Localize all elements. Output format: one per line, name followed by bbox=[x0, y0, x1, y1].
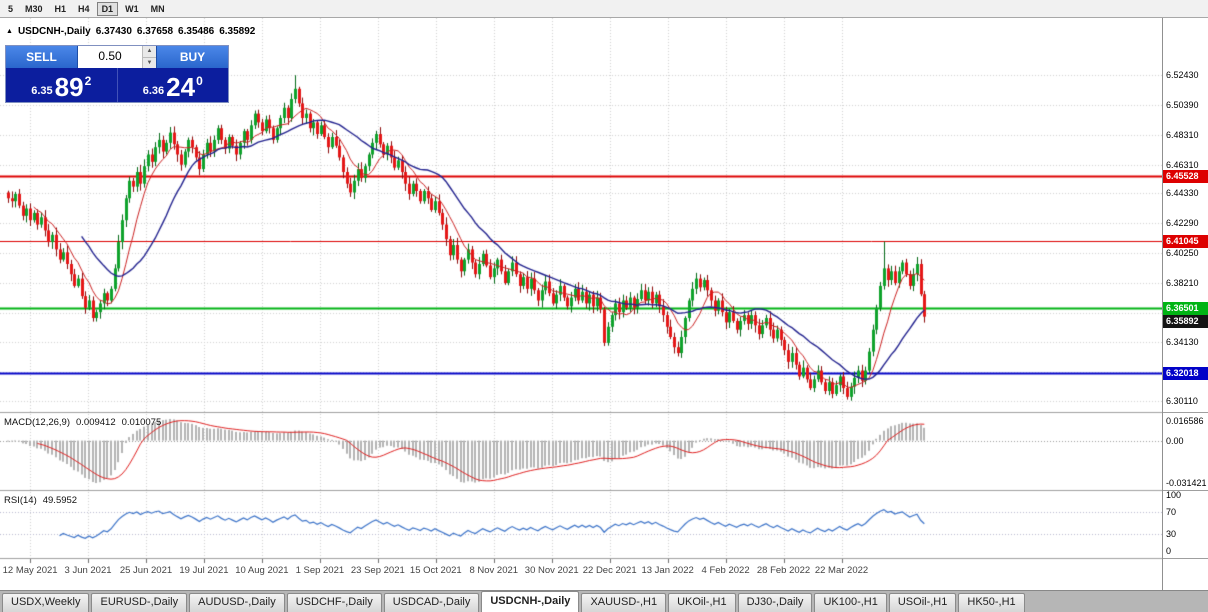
price-axis: 6.52430 6.50390 6.48310 6.46310 6.44330 6.422… bbox=[1162, 18, 1208, 590]
timeframe-button-mn[interactable]: MN bbox=[150, 3, 165, 14]
rsi-value: 49.5952 bbox=[42, 495, 78, 506]
price-axis-tick: 6.48310 bbox=[1166, 130, 1199, 140]
symbol-marker-icon: ▲ bbox=[6, 28, 13, 35]
ask-price-pip: 0 bbox=[196, 74, 203, 88]
symbol-title: USDCNH-,Daily bbox=[17, 26, 91, 37]
ask-price[interactable]: 6.36 24 0 bbox=[118, 68, 229, 102]
price-level-label: 6.45528 bbox=[1163, 170, 1208, 183]
price-axis-tick: 6.42290 bbox=[1166, 218, 1199, 228]
date-axis-label: 15 Oct 2021 bbox=[409, 565, 462, 576]
ohlc-close: 6.35892 bbox=[219, 26, 256, 37]
rsi-indicator-label: RSI(14) 49.5952 bbox=[4, 495, 77, 506]
macd-indicator-label: MACD(12,26,9) 0.009412 0.010075 bbox=[4, 417, 161, 428]
bid-price-prefix: 6.35 bbox=[31, 85, 53, 97]
date-axis-label: 25 Jun 2021 bbox=[119, 565, 173, 576]
chart-tabs-bar: USDX,Weekly EURUSD-,Daily AUDUSD-,Daily USD… bbox=[0, 590, 1208, 612]
panel-divider[interactable] bbox=[1163, 412, 1208, 413]
sell-button[interactable]: SELL bbox=[6, 46, 78, 68]
ask-price-big: 24 bbox=[166, 72, 196, 102]
date-axis-label: 1 Sep 2021 bbox=[295, 565, 345, 576]
trade-prices-row: 6.35 89 2 6.36 24 0 bbox=[6, 68, 228, 102]
volume-increase-button[interactable]: ▲ bbox=[143, 46, 156, 58]
panel-divider[interactable] bbox=[1163, 490, 1208, 491]
chart-window: ▲ USDCNH-,Daily 6.37430 6.37658 6.35486 … bbox=[0, 18, 1208, 590]
timeframe-button-m30[interactable]: M30 bbox=[25, 3, 43, 14]
price-axis-tick: 6.40250 bbox=[1166, 248, 1199, 258]
date-axis-label: 8 Nov 2021 bbox=[469, 565, 519, 576]
rsi-axis-100: 100 bbox=[1166, 490, 1182, 500]
chart-tab-eurusd-daily[interactable]: EURUSD-,Daily bbox=[91, 593, 188, 612]
buy-button[interactable]: BUY bbox=[156, 46, 228, 68]
chart-ohlc-header: ▲ USDCNH-,Daily 6.37430 6.37658 6.35486 … bbox=[6, 26, 255, 37]
date-axis-label: 19 Jul 2021 bbox=[179, 565, 229, 576]
macd-axis-max: 0.016586 bbox=[1166, 416, 1204, 426]
rsi-axis-30: 30 bbox=[1166, 529, 1177, 539]
chart-tab-ukoil-h1[interactable]: UKOil-,H1 bbox=[668, 593, 736, 612]
panel-divider[interactable] bbox=[1163, 558, 1208, 559]
macd-signal-value: 0.010075 bbox=[121, 417, 162, 428]
date-axis-label: 30 Nov 2021 bbox=[524, 565, 579, 576]
bid-price-big: 89 bbox=[54, 72, 84, 102]
price-level-label: 6.36501 bbox=[1163, 302, 1208, 315]
price-axis-tick: 6.34130 bbox=[1166, 337, 1199, 347]
price-axis-tick: 6.52430 bbox=[1166, 70, 1199, 80]
date-axis-label: 22 Mar 2022 bbox=[814, 565, 869, 576]
rsi-axis-0: 0 bbox=[1166, 546, 1172, 556]
price-axis-tick: 6.44330 bbox=[1166, 188, 1199, 198]
rsi-title: RSI(14) bbox=[4, 495, 37, 506]
chart-tab-usdcnh-daily[interactable]: USDCNH-,Daily bbox=[481, 591, 580, 612]
date-axis-label: 13 Jan 2022 bbox=[641, 565, 694, 576]
timeframe-toolbar: 5 M30 H1 H4 D1 W1 MN bbox=[0, 0, 1208, 18]
trade-buttons-row: SELL 0.50 ▲ ▼ BUY bbox=[6, 46, 228, 68]
chart-tab-dj30-daily[interactable]: DJ30-,Daily bbox=[737, 593, 813, 612]
one-click-trading-panel: SELL 0.50 ▲ ▼ BUY 6.35 89 2 6.36 24 0 bbox=[5, 45, 229, 103]
timeframe-button-5[interactable]: 5 bbox=[8, 3, 14, 14]
ask-price-prefix: 6.36 bbox=[142, 85, 165, 97]
macd-main-value: 0.009412 bbox=[76, 417, 116, 428]
volume-stepper[interactable]: 0.50 ▲ ▼ bbox=[78, 46, 156, 68]
date-axis-label: 10 Aug 2021 bbox=[235, 565, 289, 576]
chart-tab-usdcad-daily[interactable]: USDCAD-,Daily bbox=[383, 593, 480, 612]
price-axis-tick: 6.46310 bbox=[1166, 160, 1199, 170]
chart-tab-usoil-h1[interactable]: USOil-,H1 bbox=[888, 593, 957, 612]
chart-tab-usdchf-daily[interactable]: USDCHF-,Daily bbox=[286, 593, 382, 612]
ohlc-high: 6.37658 bbox=[136, 26, 174, 37]
chart-tab-uk100-h1[interactable]: UK100-,H1 bbox=[814, 593, 887, 612]
current-price-label: 6.35892 bbox=[1163, 315, 1208, 328]
ohlc-low: 6.35486 bbox=[178, 26, 215, 37]
timeframe-button-w1[interactable]: W1 bbox=[125, 3, 139, 14]
price-chart-canvas[interactable] bbox=[0, 18, 1162, 590]
ohlc-open: 6.37430 bbox=[95, 26, 132, 37]
timeframe-button-d1[interactable]: D1 bbox=[96, 1, 119, 16]
price-axis-tick: 6.38210 bbox=[1166, 278, 1199, 288]
macd-axis-zero: 0.00 bbox=[1166, 436, 1184, 446]
time-axis: 12 May 2021 3 Jun 2021 25 Jun 2021 19 Jul 2… bbox=[0, 558, 1162, 590]
date-axis-label: 12 May 2021 bbox=[2, 565, 58, 576]
date-axis-label: 3 Jun 2021 bbox=[64, 565, 112, 576]
macd-axis-min: -0.031421 bbox=[1166, 478, 1207, 488]
chart-tab-audusd-daily[interactable]: AUDUSD-,Daily bbox=[189, 593, 285, 612]
date-axis-label: 22 Dec 2021 bbox=[582, 565, 637, 576]
price-level-label: 6.41045 bbox=[1163, 235, 1208, 248]
volume-decrease-button[interactable]: ▼ bbox=[143, 57, 156, 68]
price-axis-tick: 6.50390 bbox=[1166, 100, 1199, 110]
date-axis-label: 4 Feb 2022 bbox=[701, 565, 750, 576]
price-level-label: 6.32018 bbox=[1163, 367, 1208, 380]
rsi-axis-70: 70 bbox=[1166, 507, 1177, 517]
macd-title: MACD(12,26,9) bbox=[4, 417, 70, 428]
date-axis-label: 28 Feb 2022 bbox=[756, 565, 811, 576]
price-axis-tick: 6.30110 bbox=[1166, 396, 1198, 406]
timeframe-button-h4[interactable]: H4 bbox=[78, 3, 90, 14]
chart-tab-hk50-h1[interactable]: HK50-,H1 bbox=[958, 593, 1025, 612]
volume-value[interactable]: 0.50 bbox=[98, 49, 122, 63]
chart-tab-usdx-weekly[interactable]: USDX,Weekly bbox=[2, 593, 90, 612]
volume-spinner: ▲ ▼ bbox=[142, 46, 156, 68]
timeframe-button-h1[interactable]: H1 bbox=[54, 3, 67, 14]
bid-price-pip: 2 bbox=[84, 74, 92, 88]
bid-price[interactable]: 6.35 89 2 bbox=[6, 68, 118, 102]
chart-tab-xauusd-h1[interactable]: XAUUSD-,H1 bbox=[581, 593, 667, 612]
date-axis-label: 23 Sep 2021 bbox=[350, 565, 405, 576]
